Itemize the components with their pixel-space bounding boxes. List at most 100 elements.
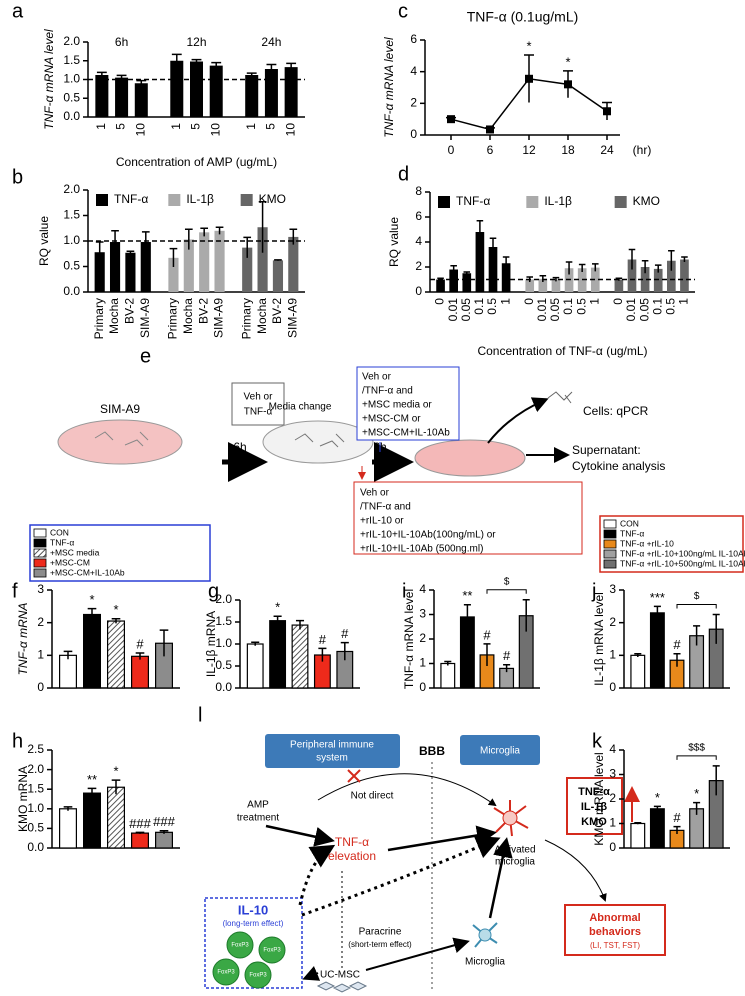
y-axis-label: KMO mRNA (16, 766, 30, 832)
y-tick-label: 4 (410, 64, 417, 78)
y-tick-label: 2.0 (63, 34, 80, 48)
il10: IL-10 (238, 902, 268, 917)
legend-swatch (603, 549, 617, 559)
error-bar (681, 256, 688, 262)
peripheral: system (316, 753, 348, 764)
bar (115, 77, 129, 117)
x-tick-label: 0.01 (535, 298, 549, 322)
bar (189, 61, 204, 117)
error-bar (258, 200, 267, 253)
y-tick-label: 6 (415, 209, 422, 223)
error-bar (641, 260, 649, 274)
box-line: Veh or (360, 488, 390, 499)
significance: * (275, 600, 280, 615)
bar (214, 230, 225, 292)
panel-label: f (12, 580, 18, 602)
bar (284, 67, 298, 117)
diagram-path (317, 773, 497, 807)
y-tick-label: 2 (37, 615, 44, 629)
panel-label: e (140, 345, 151, 367)
cells-qpcr: Cells: qPCR (583, 404, 649, 418)
diagram-path (547, 391, 573, 404)
point (525, 74, 533, 83)
error-bar (135, 652, 145, 660)
bar (288, 236, 299, 292)
y-axis-label: TNF-α mRNA level (382, 37, 396, 138)
error-bar (552, 276, 560, 282)
x-tick-label: 0 (522, 298, 536, 305)
x-tick-label: SIM-A9 (212, 298, 226, 338)
error-bar (450, 265, 457, 274)
bar (209, 65, 223, 117)
activated-microglia: Activated (494, 845, 535, 856)
bar (58, 654, 77, 689)
legend-swatch (33, 528, 47, 538)
error-bar (215, 226, 224, 235)
bar (501, 263, 511, 292)
bar (614, 279, 624, 292)
error-bar (693, 625, 701, 646)
legend-swatch (33, 568, 47, 578)
x-tick-label: 10 (283, 123, 297, 137)
y-tick-label: 2 (419, 631, 426, 645)
x-tick-label: 0.1 (561, 298, 575, 315)
significance: * (89, 592, 94, 607)
bbb: BBB (419, 744, 445, 758)
bar (82, 613, 101, 689)
bar (590, 267, 600, 292)
legend-swatch (33, 548, 47, 558)
legend-swatch (603, 559, 617, 569)
y-tick-label: 0 (419, 680, 426, 694)
diagram-l: Peripheral immune system BBB Microglia N… (204, 734, 666, 993)
error-bar (578, 263, 586, 272)
point (447, 115, 455, 124)
x-tick-label: 0 (433, 298, 447, 305)
cytokine: IL-1β (581, 801, 608, 813)
diagram-line (488, 837, 513, 919)
x-tick-label: 0.5 (574, 298, 588, 315)
treatment: TNF-α (244, 407, 273, 418)
legend-swatch (526, 196, 539, 208)
x-tick-label: 1 (169, 123, 183, 130)
bar (95, 75, 109, 117)
error-bar (634, 822, 642, 825)
significance: ### (129, 816, 151, 831)
bar (475, 232, 485, 292)
bracket (676, 755, 717, 760)
foxp3: FoxP3 (263, 948, 281, 954)
error-bar (200, 227, 209, 237)
x-axis-label: (hr) (633, 143, 652, 157)
y-tick-label: 1.0 (27, 801, 44, 815)
x-tick-label: 0.5 (485, 298, 499, 315)
y-tick-label: 4 (419, 582, 426, 596)
y-tick-label: 1 (609, 648, 616, 662)
x-tick-label: 6 (487, 143, 494, 157)
group-label: 12h (186, 35, 206, 49)
y-tick-label: 0 (37, 680, 44, 694)
bar (82, 792, 101, 849)
panel-label: a (12, 0, 24, 22)
behaviors: Abnormal (589, 912, 640, 924)
diagram-path (294, 433, 345, 448)
error-bar (673, 652, 681, 667)
x-tick-label: 1 (677, 298, 691, 305)
panel-label: d (398, 163, 409, 185)
not-direct: Not direct (351, 791, 394, 802)
y-axis-label: IL-1β mRNA level (592, 592, 606, 686)
x-tick-label: 0.01 (624, 298, 638, 322)
bar (440, 662, 456, 689)
legend-label: TNF-α (50, 537, 74, 547)
significance: # (673, 637, 681, 652)
bar (106, 786, 125, 849)
bracket (486, 589, 527, 594)
y-tick-label: 2.0 (215, 592, 232, 606)
bar (199, 232, 210, 292)
legend-label: TNF-α (456, 194, 490, 208)
error-bar (489, 237, 497, 256)
y-tick-label: 4 (415, 234, 422, 248)
legend-swatch (33, 558, 47, 568)
y-axis-label: RQ value (37, 216, 51, 266)
amp-treatment: AMP (247, 800, 269, 811)
error-bar (273, 615, 282, 626)
legend-box (599, 515, 744, 573)
